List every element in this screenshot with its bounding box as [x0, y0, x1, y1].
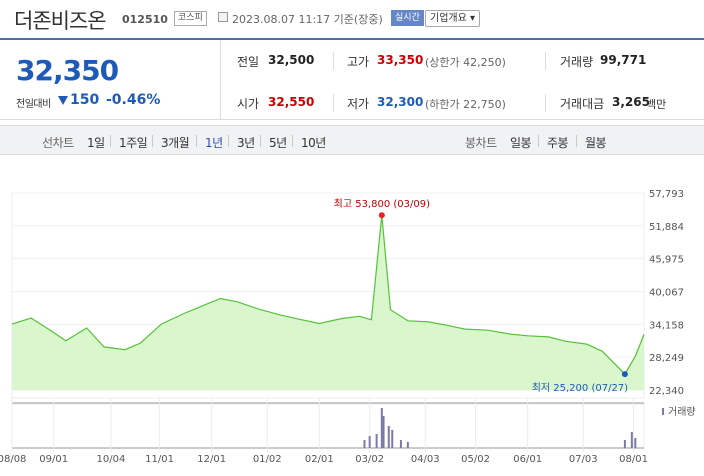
datetime-text: 2023.08.07 11:17 기준(장중) — [232, 13, 383, 26]
volume-bar — [634, 438, 637, 448]
volume-label: 거래량 — [560, 55, 594, 69]
quote-summary: 32,350 전일대비 150 -0.46% 전일 32,500 고가 33,3… — [0, 38, 704, 120]
volume-bar — [406, 442, 409, 448]
amount-unit: 백만 — [646, 98, 667, 111]
volume-bar — [630, 432, 633, 448]
change-label: 전일대비 — [16, 99, 51, 110]
x-tick-label: 06/01 — [513, 454, 542, 465]
volume-legend: 거래량 — [668, 406, 696, 418]
y-tick-label: 22,340 — [649, 386, 684, 397]
high-value: 33,350 — [377, 53, 424, 67]
min-point-marker — [621, 371, 628, 378]
x-tick-label: 05/02 — [461, 454, 490, 465]
period-1day[interactable]: 1일 — [87, 136, 105, 150]
x-tick-label: 09/01 — [39, 454, 68, 465]
open-value: 32,550 — [268, 95, 315, 109]
x-tick-label: 10/04 — [97, 454, 126, 465]
down-arrow-icon — [58, 96, 68, 105]
open-label: 시가 — [237, 97, 260, 111]
y-tick-label: 57,793 — [649, 189, 684, 200]
max-point-marker — [378, 212, 385, 219]
y-tick-label: 45,975 — [649, 255, 684, 266]
period-5year[interactable]: 5년 — [269, 136, 287, 150]
x-tick-label: 02/01 — [305, 454, 334, 465]
line-chart-label: 선차트 — [42, 136, 74, 150]
period-3year[interactable]: 3년 — [237, 136, 255, 150]
period-10year[interactable]: 10년 — [301, 136, 326, 150]
candle-chart-label: 봉차트 — [465, 136, 497, 150]
low-label: 저가 — [347, 97, 370, 111]
min-annotation: 최저 25,200 (07/27) — [532, 382, 628, 394]
amount-value: 3,265 — [612, 95, 650, 109]
volume-bar — [363, 440, 366, 448]
realtime-badge[interactable]: 실시간 — [391, 10, 424, 26]
divider — [576, 135, 577, 147]
company-info-button[interactable]: 기업개요 ▾ — [425, 10, 480, 27]
volume-bar — [375, 434, 378, 448]
volume-bar — [399, 440, 402, 448]
low-value: 32,300 — [377, 95, 424, 109]
prev-close-value: 32,500 — [268, 53, 315, 67]
upper-limit: (상한가 42,250) — [425, 56, 506, 69]
price-line — [11, 215, 645, 376]
divider — [333, 52, 334, 70]
price-area — [12, 215, 644, 390]
change-value: 150 — [70, 92, 100, 108]
divider — [545, 94, 546, 112]
volume-bar — [387, 426, 390, 448]
volume-bar — [382, 416, 385, 448]
x-tick-label: 11/01 — [145, 454, 174, 465]
divider — [333, 94, 334, 112]
divider — [260, 135, 261, 147]
candle-monthly[interactable]: 월봉 — [585, 136, 607, 150]
divider — [228, 135, 229, 147]
x-tick-label: 01/02 — [253, 454, 282, 465]
x-tick-label: 08/01 — [619, 454, 648, 465]
divider — [292, 135, 293, 147]
max-annotation: 최고 53,800 (03/09) — [334, 198, 430, 210]
divider — [152, 135, 153, 147]
x-tick-label: 03/02 — [355, 454, 384, 465]
volume-bar — [380, 408, 383, 448]
period-1week[interactable]: 1주일 — [119, 136, 148, 150]
y-tick-label: 51,884 — [649, 222, 684, 233]
period-1year[interactable]: 1년 — [205, 136, 223, 150]
divider — [110, 135, 111, 147]
price-box: 32,350 전일대비 150 -0.46% — [0, 40, 221, 120]
period-bar: 선차트 1일 1주일 3개월 1년 3년 5년 10년 봉차트 일봉 주봉 월봉 — [0, 125, 704, 155]
divider — [545, 52, 546, 70]
volume-bar — [623, 440, 626, 448]
divider — [196, 135, 197, 147]
x-tick-label: 07/03 — [569, 454, 598, 465]
y-tick-label: 40,067 — [649, 288, 684, 299]
company-name: 더존비즈온 — [14, 9, 107, 33]
x-tick-label: 08/08 — [0, 454, 26, 465]
prev-close-label: 전일 — [237, 55, 260, 69]
y-tick-label: 28,249 — [649, 353, 684, 364]
change-rate: -0.46% — [106, 92, 161, 108]
stock-header: 더존비즈온 012510 코스피 2023.08.07 11:17 기준(장중)… — [0, 0, 704, 38]
amount-label: 거래대금 — [560, 97, 605, 111]
candle-weekly[interactable]: 주봉 — [547, 136, 569, 150]
x-tick-label: 12/01 — [197, 454, 226, 465]
volume-bar — [368, 436, 371, 448]
x-tick-label: 04/03 — [411, 454, 440, 465]
divider — [538, 135, 539, 147]
market-badge: 코스피 — [174, 11, 207, 26]
volume-value: 99,771 — [600, 53, 647, 67]
volume-bar — [391, 430, 394, 448]
lower-limit: (하한가 22,750) — [425, 98, 506, 111]
volume-frame — [11, 403, 645, 449]
y-tick-label: 34,158 — [649, 320, 684, 331]
calendar-clock-icon — [218, 12, 228, 22]
period-3month[interactable]: 3개월 — [161, 136, 190, 150]
stock-code: 012510 — [122, 13, 168, 26]
high-label: 고가 — [347, 55, 370, 69]
candle-daily[interactable]: 일봉 — [510, 136, 532, 150]
current-price: 32,350 — [16, 54, 119, 87]
volume-legend-swatch — [662, 408, 664, 415]
